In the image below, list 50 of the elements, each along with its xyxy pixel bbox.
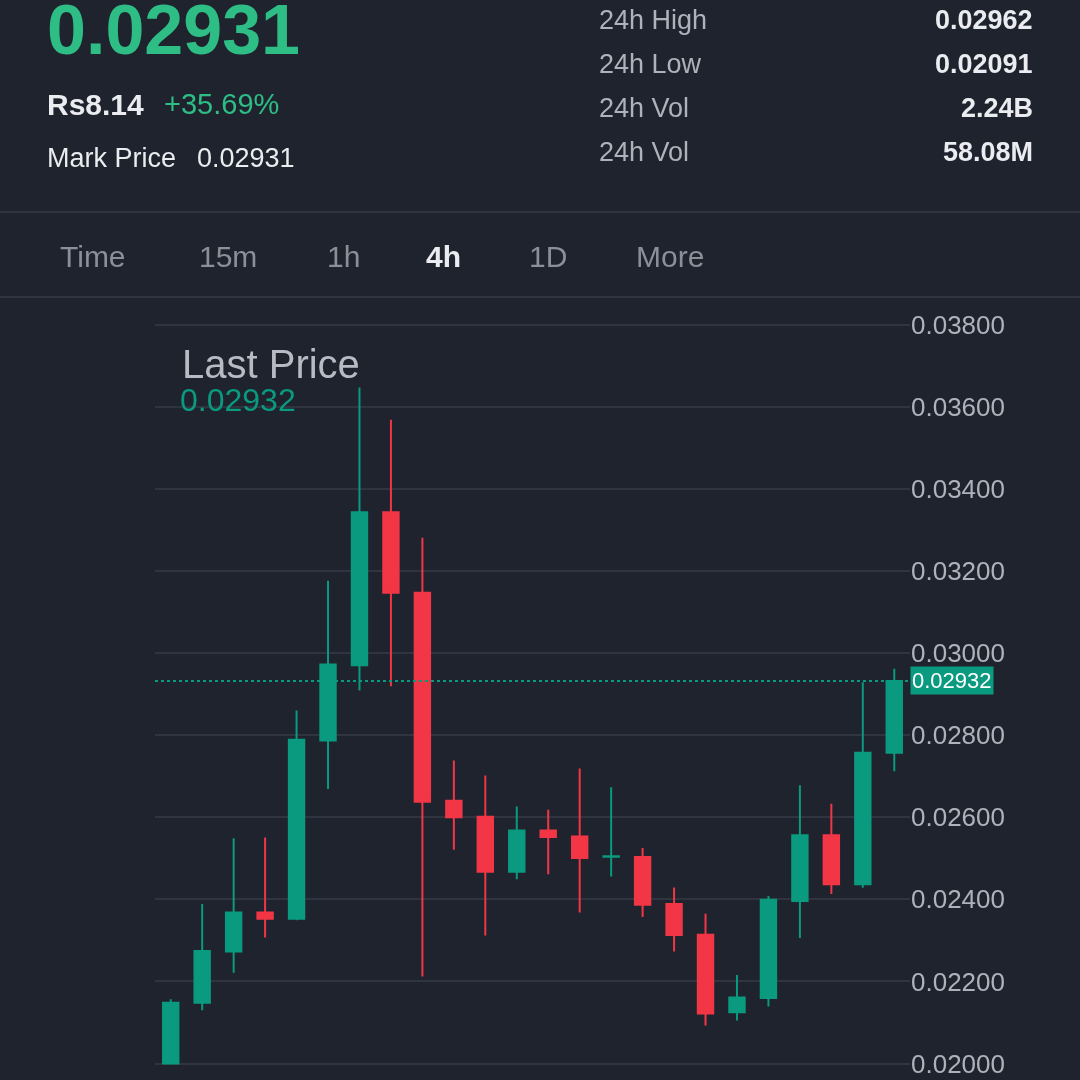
candlestick bbox=[539, 808, 557, 876]
y-tick-label: 0.03800 bbox=[911, 309, 1005, 340]
candlestick bbox=[822, 802, 841, 896]
y-tick-label: 0.02000 bbox=[911, 1048, 1005, 1079]
y-tick-label: 0.02600 bbox=[911, 802, 1005, 833]
candlestick bbox=[728, 973, 746, 1022]
y-tick-label: 0.03200 bbox=[911, 556, 1005, 587]
candlestick bbox=[193, 902, 211, 1012]
candlestick bbox=[665, 886, 683, 953]
text: 24h Vol bbox=[599, 137, 690, 167]
text: 0.02962 bbox=[935, 5, 1033, 35]
text: Rs8.14 bbox=[47, 88, 145, 121]
ref-line-label: 0.02932 bbox=[912, 668, 992, 693]
text: +35.69% bbox=[164, 88, 280, 120]
candlestick bbox=[256, 836, 274, 939]
text: 1D bbox=[529, 240, 568, 273]
y-tick-label: 0.02800 bbox=[911, 720, 1005, 751]
text: 1h bbox=[327, 240, 361, 273]
candlestick bbox=[791, 784, 809, 939]
candlestick bbox=[413, 536, 432, 978]
text: Mark Price bbox=[47, 143, 177, 173]
text: 4h bbox=[426, 240, 462, 273]
candlestick bbox=[570, 767, 589, 914]
text: 15m bbox=[199, 240, 258, 273]
y-tick-label: 0.03000 bbox=[911, 638, 1005, 669]
candlestick bbox=[287, 709, 306, 922]
y-tick-label: 0.02200 bbox=[911, 966, 1005, 997]
candlestick bbox=[602, 786, 620, 878]
text: 24h Low bbox=[599, 49, 702, 79]
text: 24h Vol bbox=[599, 93, 690, 123]
text: 0.02091 bbox=[935, 49, 1033, 79]
y-tick-label: 0.03400 bbox=[911, 473, 1005, 504]
candlestick bbox=[382, 418, 400, 688]
text: 24h High bbox=[599, 5, 708, 35]
candlestick bbox=[696, 912, 715, 1027]
candlestick bbox=[476, 774, 495, 937]
candlestick bbox=[508, 805, 526, 881]
candlestick bbox=[759, 895, 778, 1008]
candlestick bbox=[162, 998, 180, 1065]
candlestick bbox=[633, 847, 652, 919]
text: 58.08M bbox=[943, 137, 1034, 167]
candlestick bbox=[445, 759, 463, 851]
text: Time bbox=[60, 240, 126, 273]
text: 2.24B bbox=[961, 93, 1034, 123]
y-tick-label: 0.03600 bbox=[911, 391, 1005, 422]
text: 0.02931 bbox=[47, 0, 301, 69]
y-tick-label: 0.02400 bbox=[911, 884, 1005, 915]
candlestick bbox=[224, 837, 243, 974]
text: More bbox=[636, 240, 705, 273]
text: 0.02931 bbox=[197, 143, 295, 173]
